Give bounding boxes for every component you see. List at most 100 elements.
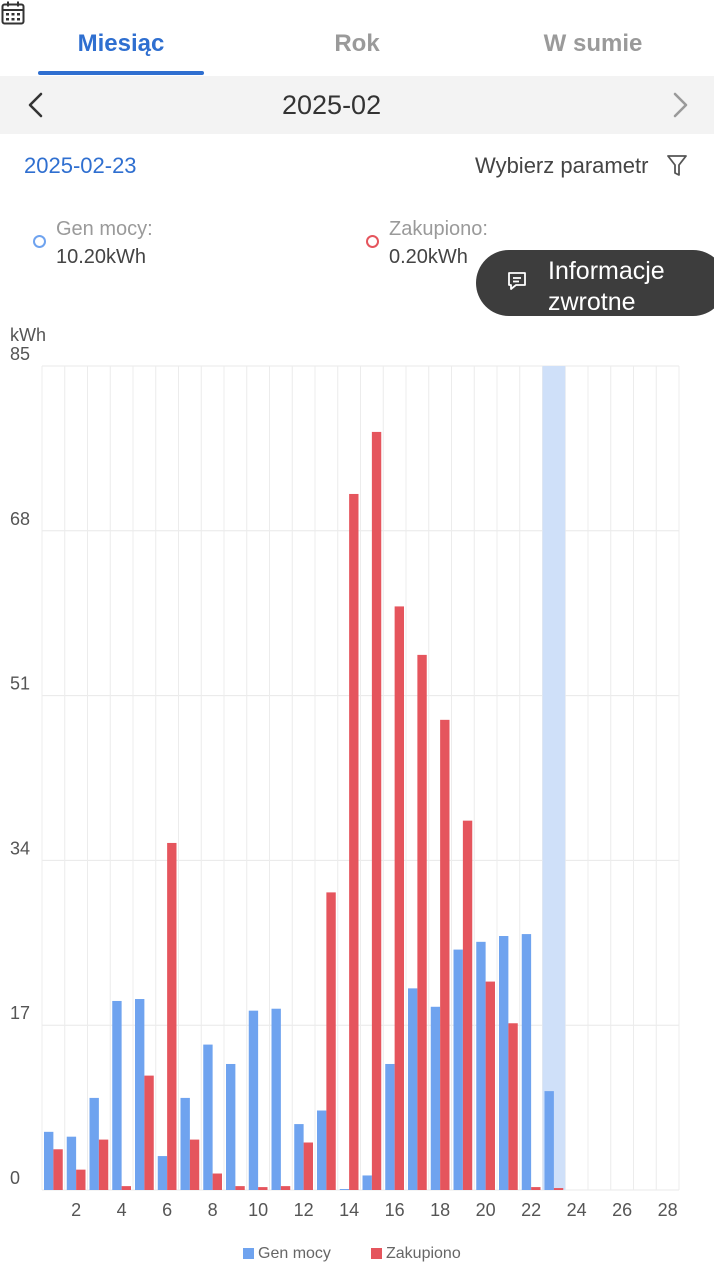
bar-zakupiono xyxy=(303,1142,313,1190)
feedback-button[interactable]: Informacje zwrotne xyxy=(476,250,714,316)
bought-legend-dot xyxy=(366,235,379,248)
bar-gen-mocy xyxy=(203,1044,213,1190)
legend-swatch-bought xyxy=(371,1248,382,1259)
y-tick-label: 0 xyxy=(10,1168,20,1188)
legend-label-bought: Zakupiono xyxy=(386,1245,461,1262)
feedback-line-2: zwrotne xyxy=(548,288,636,316)
x-tick-label: 2 xyxy=(71,1200,81,1220)
bar-gen-mocy xyxy=(385,1063,395,1190)
x-tick-label: 14 xyxy=(339,1200,359,1220)
bar-zakupiono xyxy=(508,1023,518,1190)
bar-zakupiono xyxy=(280,1186,291,1190)
bar-gen-mocy xyxy=(157,1156,168,1190)
bar-gen-mocy xyxy=(44,1131,54,1190)
x-tick-label: 4 xyxy=(117,1200,127,1220)
bar-gen-mocy xyxy=(89,1097,99,1190)
selected-date: 2025-02-23 xyxy=(24,153,137,178)
bar-gen-mocy xyxy=(408,988,418,1190)
gen-legend-dot xyxy=(33,235,46,248)
previous-period-button[interactable] xyxy=(22,90,52,120)
y-axis-label: kWh xyxy=(10,325,46,345)
bar-zakupiono xyxy=(531,1187,541,1190)
filter-icon[interactable] xyxy=(666,154,688,178)
bar-gen-mocy xyxy=(362,1175,372,1190)
y-tick-label: 51 xyxy=(10,674,30,694)
next-period-button[interactable] xyxy=(664,90,694,120)
y-tick-label: 85 xyxy=(10,344,30,364)
bar-gen-mocy xyxy=(339,1189,350,1190)
bar-zakupiono xyxy=(53,1149,63,1190)
bar-zakupiono xyxy=(98,1139,109,1190)
bar-gen-mocy xyxy=(453,949,463,1190)
bought-stat-value: 0.20kWh xyxy=(389,246,468,268)
feedback-icon xyxy=(508,272,526,290)
x-tick-label: 20 xyxy=(476,1200,496,1220)
period-tabs: Miesiąc Rok W sumie xyxy=(0,0,714,76)
x-tick-label: 6 xyxy=(162,1200,172,1220)
legend-item-gen[interactable]: Gen mocy xyxy=(243,1245,331,1263)
bar-zakupiono xyxy=(167,842,177,1190)
date-navigation-bar: 2025-02 xyxy=(0,76,714,134)
x-tick-label: 8 xyxy=(208,1200,218,1220)
legend-label-gen: Gen mocy xyxy=(258,1245,331,1262)
bar-gen-mocy xyxy=(476,941,486,1190)
bar-gen-mocy xyxy=(499,936,509,1190)
bar-zakupiono xyxy=(212,1173,222,1190)
gen-stat: Gen mocy: 10.20kWh xyxy=(56,218,153,269)
tab-month[interactable]: Miesiąc xyxy=(77,30,165,57)
bar-gen-mocy xyxy=(112,1000,122,1190)
bar-zakupiono xyxy=(371,431,382,1190)
active-tab-indicator xyxy=(38,71,204,75)
tab-total[interactable]: W sumie xyxy=(543,30,643,57)
x-tick-label: 22 xyxy=(521,1200,541,1220)
bar-zakupiono xyxy=(440,719,450,1190)
bar-zakupiono xyxy=(144,1075,154,1190)
bar-zakupiono xyxy=(121,1186,131,1190)
bar-gen-mocy xyxy=(430,1006,441,1190)
x-tick-label: 10 xyxy=(248,1200,268,1220)
bar-zakupiono xyxy=(235,1186,245,1190)
x-tick-label: 24 xyxy=(567,1200,587,1220)
period-title[interactable]: 2025-02 xyxy=(282,90,382,120)
bar-zakupiono xyxy=(258,1187,268,1190)
chevron-right-icon xyxy=(673,92,688,118)
bar-zakupiono xyxy=(326,892,336,1190)
bar-zakupiono xyxy=(462,820,473,1190)
bar-gen-mocy xyxy=(521,934,532,1190)
x-tick-label: 12 xyxy=(294,1200,314,1220)
bar-zakupiono xyxy=(189,1139,200,1190)
calendar-icon[interactable] xyxy=(0,0,26,26)
bar-zakupiono xyxy=(76,1169,86,1190)
x-tick-label: 28 xyxy=(658,1200,678,1220)
bar-zakupiono xyxy=(553,1188,564,1190)
bar-gen-mocy xyxy=(294,1124,304,1190)
tab-year[interactable]: Rok xyxy=(334,30,380,57)
legend-swatch-gen xyxy=(243,1248,254,1259)
bar-zakupiono xyxy=(417,654,427,1190)
y-tick-label: 68 xyxy=(10,509,30,529)
bar-gen-mocy xyxy=(248,1010,259,1190)
y-tick-label: 17 xyxy=(10,1003,30,1023)
bar-gen-mocy xyxy=(226,1063,236,1190)
x-tick-label: 16 xyxy=(385,1200,405,1220)
x-tick-label: 18 xyxy=(430,1200,450,1220)
bar-gen-mocy xyxy=(135,999,145,1190)
bar-zakupiono xyxy=(485,981,495,1190)
bar-gen-mocy xyxy=(544,1091,554,1190)
bar-gen-mocy xyxy=(271,1008,281,1190)
chevron-left-icon xyxy=(28,92,43,118)
y-tick-label: 34 xyxy=(10,838,30,858)
bar-gen-mocy xyxy=(66,1136,77,1190)
bar-zakupiono xyxy=(394,606,404,1190)
x-tick-label: 26 xyxy=(612,1200,632,1220)
feedback-line-1: Informacje xyxy=(548,257,665,285)
bought-stat: Zakupiono: 0.20kWh xyxy=(389,218,488,269)
legend-item-bought[interactable]: Zakupiono xyxy=(371,1245,461,1263)
selected-day-highlight xyxy=(542,366,566,1190)
bar-zakupiono xyxy=(349,493,359,1190)
bar-gen-mocy xyxy=(180,1097,190,1190)
select-parameter-button[interactable]: Wybierz parametr xyxy=(475,153,649,178)
bar-gen-mocy xyxy=(317,1110,327,1190)
gen-stat-label: Gen mocy: xyxy=(56,218,153,240)
